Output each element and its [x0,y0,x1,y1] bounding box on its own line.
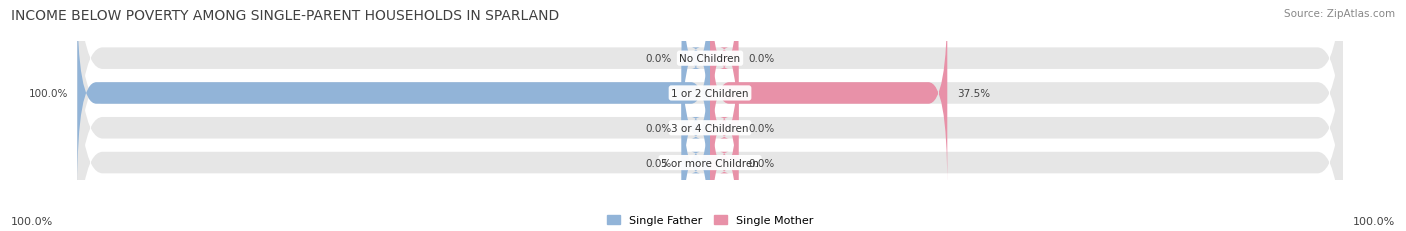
Text: Source: ZipAtlas.com: Source: ZipAtlas.com [1284,9,1395,19]
Text: 1 or 2 Children: 1 or 2 Children [671,88,749,99]
FancyBboxPatch shape [710,70,738,231]
Legend: Single Father, Single Mother: Single Father, Single Mother [605,213,815,227]
Text: 3 or 4 Children: 3 or 4 Children [671,123,749,133]
FancyBboxPatch shape [682,0,710,152]
Text: 0.0%: 0.0% [645,158,672,168]
Text: 0.0%: 0.0% [645,123,672,133]
FancyBboxPatch shape [77,0,1343,221]
FancyBboxPatch shape [682,35,710,221]
FancyBboxPatch shape [77,0,710,187]
Text: 0.0%: 0.0% [645,54,672,64]
Text: 100.0%: 100.0% [28,88,67,99]
FancyBboxPatch shape [77,35,1343,231]
Text: INCOME BELOW POVERTY AMONG SINGLE-PARENT HOUSEHOLDS IN SPARLAND: INCOME BELOW POVERTY AMONG SINGLE-PARENT… [11,9,560,23]
Text: 100.0%: 100.0% [1353,216,1395,226]
FancyBboxPatch shape [710,0,738,152]
FancyBboxPatch shape [77,0,1343,187]
FancyBboxPatch shape [710,0,948,187]
Text: 0.0%: 0.0% [748,54,775,64]
Text: No Children: No Children [679,54,741,64]
Text: 37.5%: 37.5% [957,88,990,99]
Text: 0.0%: 0.0% [748,158,775,168]
FancyBboxPatch shape [77,0,1343,231]
FancyBboxPatch shape [682,70,710,231]
FancyBboxPatch shape [710,35,738,221]
Text: 5 or more Children: 5 or more Children [661,158,759,168]
Text: 0.0%: 0.0% [748,123,775,133]
Text: 100.0%: 100.0% [11,216,53,226]
